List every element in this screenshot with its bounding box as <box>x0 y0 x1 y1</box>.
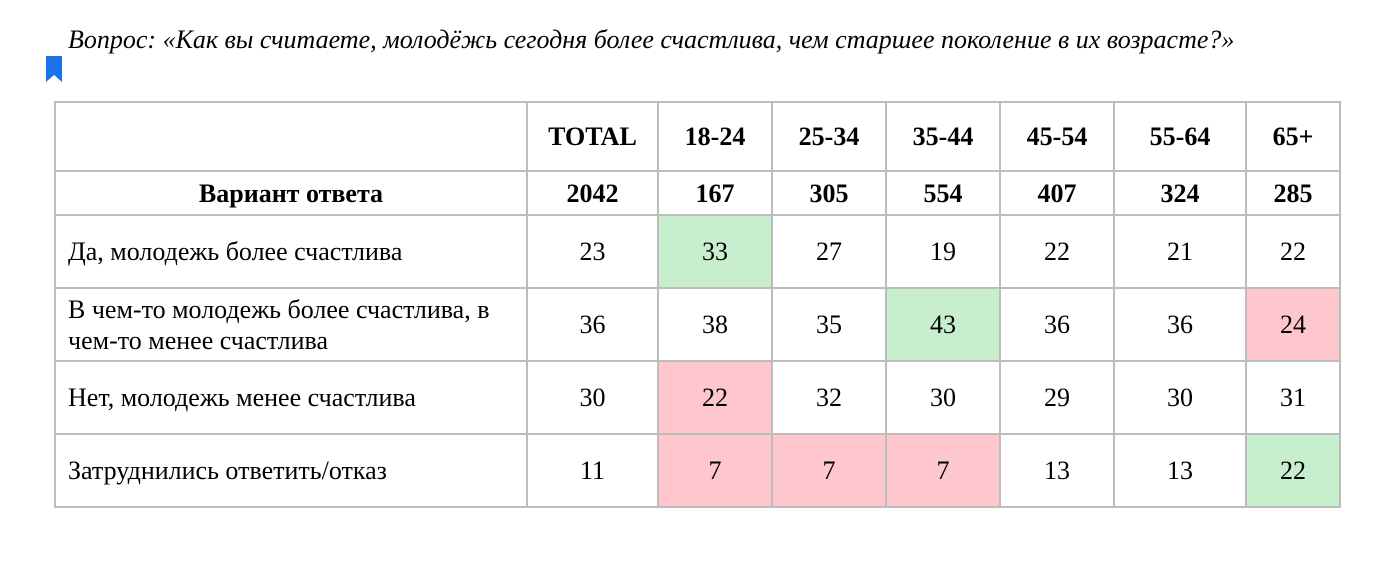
header-group-cell: 45-54 <box>999 101 1115 172</box>
value-cell: 13 <box>1113 433 1247 508</box>
value-cell: 33 <box>657 214 773 289</box>
header-group-cell: 18-24 <box>657 101 773 172</box>
header-row-groups: TOTAL 18-24 25-34 35-44 45-54 55-64 65+ <box>54 101 1341 172</box>
value-cell: 22 <box>1245 433 1341 508</box>
header-empty-cell <box>54 101 528 172</box>
value-cell: 32 <box>771 360 887 435</box>
answer-label: Нет, молодежь менее счастлива <box>54 360 528 435</box>
header-group-cell: 25-34 <box>771 101 887 172</box>
value-cell: 27 <box>771 214 887 289</box>
value-cell: 7 <box>657 433 773 508</box>
bookmark-icon[interactable] <box>46 56 62 82</box>
value-cell: 23 <box>526 214 659 289</box>
value-cell: 11 <box>526 433 659 508</box>
sample-size-cell: 554 <box>885 170 1001 216</box>
value-cell: 38 <box>657 287 773 362</box>
value-cell: 7 <box>885 433 1001 508</box>
sample-size-cell: 407 <box>999 170 1115 216</box>
sample-size-cell: 305 <box>771 170 887 216</box>
value-cell: 36 <box>999 287 1115 362</box>
sample-size-cell: 2042 <box>526 170 659 216</box>
answer-label: В чем-то молодежь более счастлива, в чем… <box>54 287 528 362</box>
value-cell: 43 <box>885 287 1001 362</box>
value-cell: 31 <box>1245 360 1341 435</box>
header-group-cell: TOTAL <box>526 101 659 172</box>
value-cell: 36 <box>526 287 659 362</box>
question-text: Вопрос: «Как вы считаете, молодёжь сегод… <box>68 25 1235 54</box>
value-cell: 30 <box>1113 360 1247 435</box>
answer-label: Да, молодежь более счастлива <box>54 214 528 289</box>
table-row: В чем-то молодежь более счастлива, в чем… <box>54 287 1341 362</box>
value-cell: 21 <box>1113 214 1247 289</box>
header-row-sample-sizes: Вариант ответа 2042 167 305 554 407 324 … <box>54 170 1341 216</box>
sample-size-cell: 285 <box>1245 170 1341 216</box>
answer-column-header: Вариант ответа <box>54 170 528 216</box>
header-group-cell: 65+ <box>1245 101 1341 172</box>
value-cell: 19 <box>885 214 1001 289</box>
header-group-cell: 35-44 <box>885 101 1001 172</box>
table-row: Да, молодежь более счастлива 23 33 27 19 22 21… <box>54 214 1341 289</box>
value-cell: 22 <box>1245 214 1341 289</box>
header-group-cell: 55-64 <box>1113 101 1247 172</box>
value-cell: 22 <box>999 214 1115 289</box>
value-cell: 22 <box>657 360 773 435</box>
value-cell: 35 <box>771 287 887 362</box>
results-table: TOTAL 18-24 25-34 35-44 45-54 55-64 65+ … <box>54 101 1341 508</box>
sample-size-cell: 324 <box>1113 170 1247 216</box>
value-cell: 29 <box>999 360 1115 435</box>
table-row: Затруднились ответить/отказ 11 7 7 7 13 13 22 <box>54 433 1341 508</box>
value-cell: 30 <box>885 360 1001 435</box>
sample-size-cell: 167 <box>657 170 773 216</box>
value-cell: 7 <box>771 433 887 508</box>
value-cell: 36 <box>1113 287 1247 362</box>
value-cell: 13 <box>999 433 1115 508</box>
answer-label: Затруднились ответить/отказ <box>54 433 528 508</box>
value-cell: 24 <box>1245 287 1341 362</box>
value-cell: 30 <box>526 360 659 435</box>
table-row: Нет, молодежь менее счастлива 30 22 32 30 29 3… <box>54 360 1341 435</box>
